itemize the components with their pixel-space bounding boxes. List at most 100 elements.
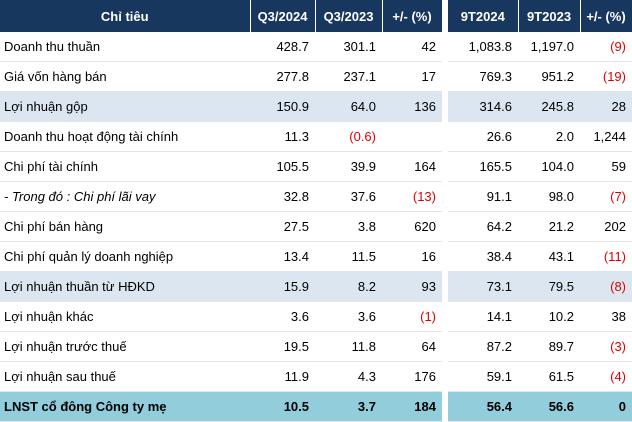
cell-value: 4.3 bbox=[315, 361, 382, 392]
table-row: Chi phí bán hàng 27.5 3.8 620 64.2 21.2 202 bbox=[0, 211, 632, 242]
cell-value: 11.5 bbox=[315, 241, 382, 272]
cell-value: 11.8 bbox=[315, 331, 382, 362]
column-gap bbox=[442, 301, 448, 332]
cell-value: 73.1 bbox=[448, 271, 518, 302]
cell-value: 64.0 bbox=[315, 91, 382, 122]
cell-value: (8) bbox=[580, 271, 632, 302]
cell-value: 28 bbox=[580, 91, 632, 122]
cell-value: 32.8 bbox=[250, 181, 315, 212]
column-header: +/- (%) bbox=[382, 0, 443, 32]
column-gap bbox=[442, 361, 448, 392]
cell-value: 43.1 bbox=[518, 241, 580, 272]
column-gap bbox=[442, 331, 448, 362]
cell-value: 202 bbox=[580, 211, 632, 242]
cell-value: 15.9 bbox=[250, 271, 315, 302]
cell-value: 301.1 bbox=[315, 32, 382, 62]
row-label: Giá vốn hàng bán bbox=[0, 61, 250, 92]
column-header: 9T2024 bbox=[448, 0, 519, 32]
row-label: Doanh thu thuần bbox=[0, 32, 250, 62]
cell-value: 17 bbox=[382, 61, 442, 92]
column-header: Chỉ tiêu bbox=[0, 0, 251, 32]
table-row: Lợi nhuận trước thuế 19.5 11.8 64 87.2 89.7 (3… bbox=[0, 331, 632, 362]
cell-value: 277.8 bbox=[250, 61, 315, 92]
column-gap bbox=[442, 91, 448, 122]
cell-value: (7) bbox=[580, 181, 632, 212]
cell-value: 3.8 bbox=[315, 211, 382, 242]
column-gap bbox=[442, 241, 448, 272]
column-gap bbox=[442, 181, 448, 212]
cell-value: 59 bbox=[580, 151, 632, 182]
column-header: Q3/2023 bbox=[315, 0, 383, 32]
column-gap bbox=[442, 0, 448, 32]
cell-value: 89.7 bbox=[518, 331, 580, 362]
table-row: Lợi nhuận khác 3.6 3.6 (1) 14.1 10.2 38 bbox=[0, 301, 632, 332]
table-body: Doanh thu thuần 428.7 301.1 42 1,083.8 1,197.… bbox=[0, 32, 632, 422]
row-label: Doanh thu hoạt động tài chính bbox=[0, 121, 250, 152]
cell-value: 3.6 bbox=[250, 301, 315, 332]
cell-value: 165.5 bbox=[448, 151, 518, 182]
cell-value: 164 bbox=[382, 151, 442, 182]
cell-value: 1,244 bbox=[580, 121, 632, 152]
cell-value: 19.5 bbox=[250, 331, 315, 362]
table-row: Lợi nhuận sau thuế 11.9 4.3 176 59.1 61.5 (4) bbox=[0, 361, 632, 392]
cell-value: 13.4 bbox=[250, 241, 315, 272]
cell-value: 21.2 bbox=[518, 211, 580, 242]
table-row: Giá vốn hàng bán 277.8 237.1 17 769.3 951.2 (1… bbox=[0, 61, 632, 92]
cell-value: 10.5 bbox=[250, 391, 315, 422]
column-gap bbox=[442, 32, 448, 62]
table-row: Doanh thu hoạt động tài chính 11.3 (0.6) 26… bbox=[0, 121, 632, 152]
row-label: Lợi nhuận gộp bbox=[0, 91, 250, 122]
cell-value: 176 bbox=[382, 361, 442, 392]
cell-value: (13) bbox=[382, 181, 442, 212]
cell-value: 10.2 bbox=[518, 301, 580, 332]
cell-value: 79.5 bbox=[518, 271, 580, 302]
cell-value: 39.9 bbox=[315, 151, 382, 182]
row-label: Lợi nhuận sau thuế bbox=[0, 361, 250, 392]
cell-value: 93 bbox=[382, 271, 442, 302]
column-header: Q3/2024 bbox=[250, 0, 316, 32]
cell-value: 105.5 bbox=[250, 151, 315, 182]
header-row: Chỉ tiêu Q3/2024 Q3/2023 +/- (%) 9T2024 9T202… bbox=[0, 0, 632, 32]
cell-value: (0.6) bbox=[315, 121, 382, 152]
cell-value: 42 bbox=[382, 32, 442, 62]
row-label: Chi phí quản lý doanh nghiệp bbox=[0, 241, 250, 272]
cell-value: 428.7 bbox=[250, 32, 315, 62]
cell-value: 91.1 bbox=[448, 181, 518, 212]
cell-value: 27.5 bbox=[250, 211, 315, 242]
row-label: Lợi nhuận khác bbox=[0, 301, 250, 332]
cell-value: (3) bbox=[580, 331, 632, 362]
column-gap bbox=[442, 391, 448, 422]
cell-value: 11.3 bbox=[250, 121, 315, 152]
row-label: Chi phí tài chính bbox=[0, 151, 250, 182]
cell-value: 620 bbox=[382, 211, 442, 242]
cell-value: 0 bbox=[580, 391, 632, 422]
cell-value: 61.5 bbox=[518, 361, 580, 392]
cell-value: 26.6 bbox=[448, 121, 518, 152]
cell-value: 3.7 bbox=[315, 391, 382, 422]
row-label: LNST cổ đông Công ty mẹ bbox=[0, 391, 250, 422]
cell-value: 14.1 bbox=[448, 301, 518, 332]
row-label: Chi phí bán hàng bbox=[0, 211, 250, 242]
cell-value: 11.9 bbox=[250, 361, 315, 392]
column-gap bbox=[442, 121, 448, 152]
cell-value: 1,083.8 bbox=[448, 32, 518, 62]
cell-value: 237.1 bbox=[315, 61, 382, 92]
table-row: Chi phí tài chính 105.5 39.9 164 165.5 104.0 5… bbox=[0, 151, 632, 182]
cell-value: 64 bbox=[382, 331, 442, 362]
column-gap bbox=[442, 211, 448, 242]
row-label: Lợi nhuận thuần từ HĐKD bbox=[0, 271, 250, 302]
cell-value: 136 bbox=[382, 91, 442, 122]
table-row: Chi phí quản lý doanh nghiệp 13.4 11.5 16 38… bbox=[0, 241, 632, 272]
column-gap bbox=[442, 151, 448, 182]
cell-value: 98.0 bbox=[518, 181, 580, 212]
cell-value: (19) bbox=[580, 61, 632, 92]
cell-value: (1) bbox=[382, 301, 442, 332]
column-gap bbox=[442, 271, 448, 302]
cell-value: 104.0 bbox=[518, 151, 580, 182]
cell-value: (9) bbox=[580, 32, 632, 62]
cell-value: 59.1 bbox=[448, 361, 518, 392]
cell-value: 38 bbox=[580, 301, 632, 332]
cell-value: (4) bbox=[580, 361, 632, 392]
cell-value: 1,197.0 bbox=[518, 32, 580, 62]
